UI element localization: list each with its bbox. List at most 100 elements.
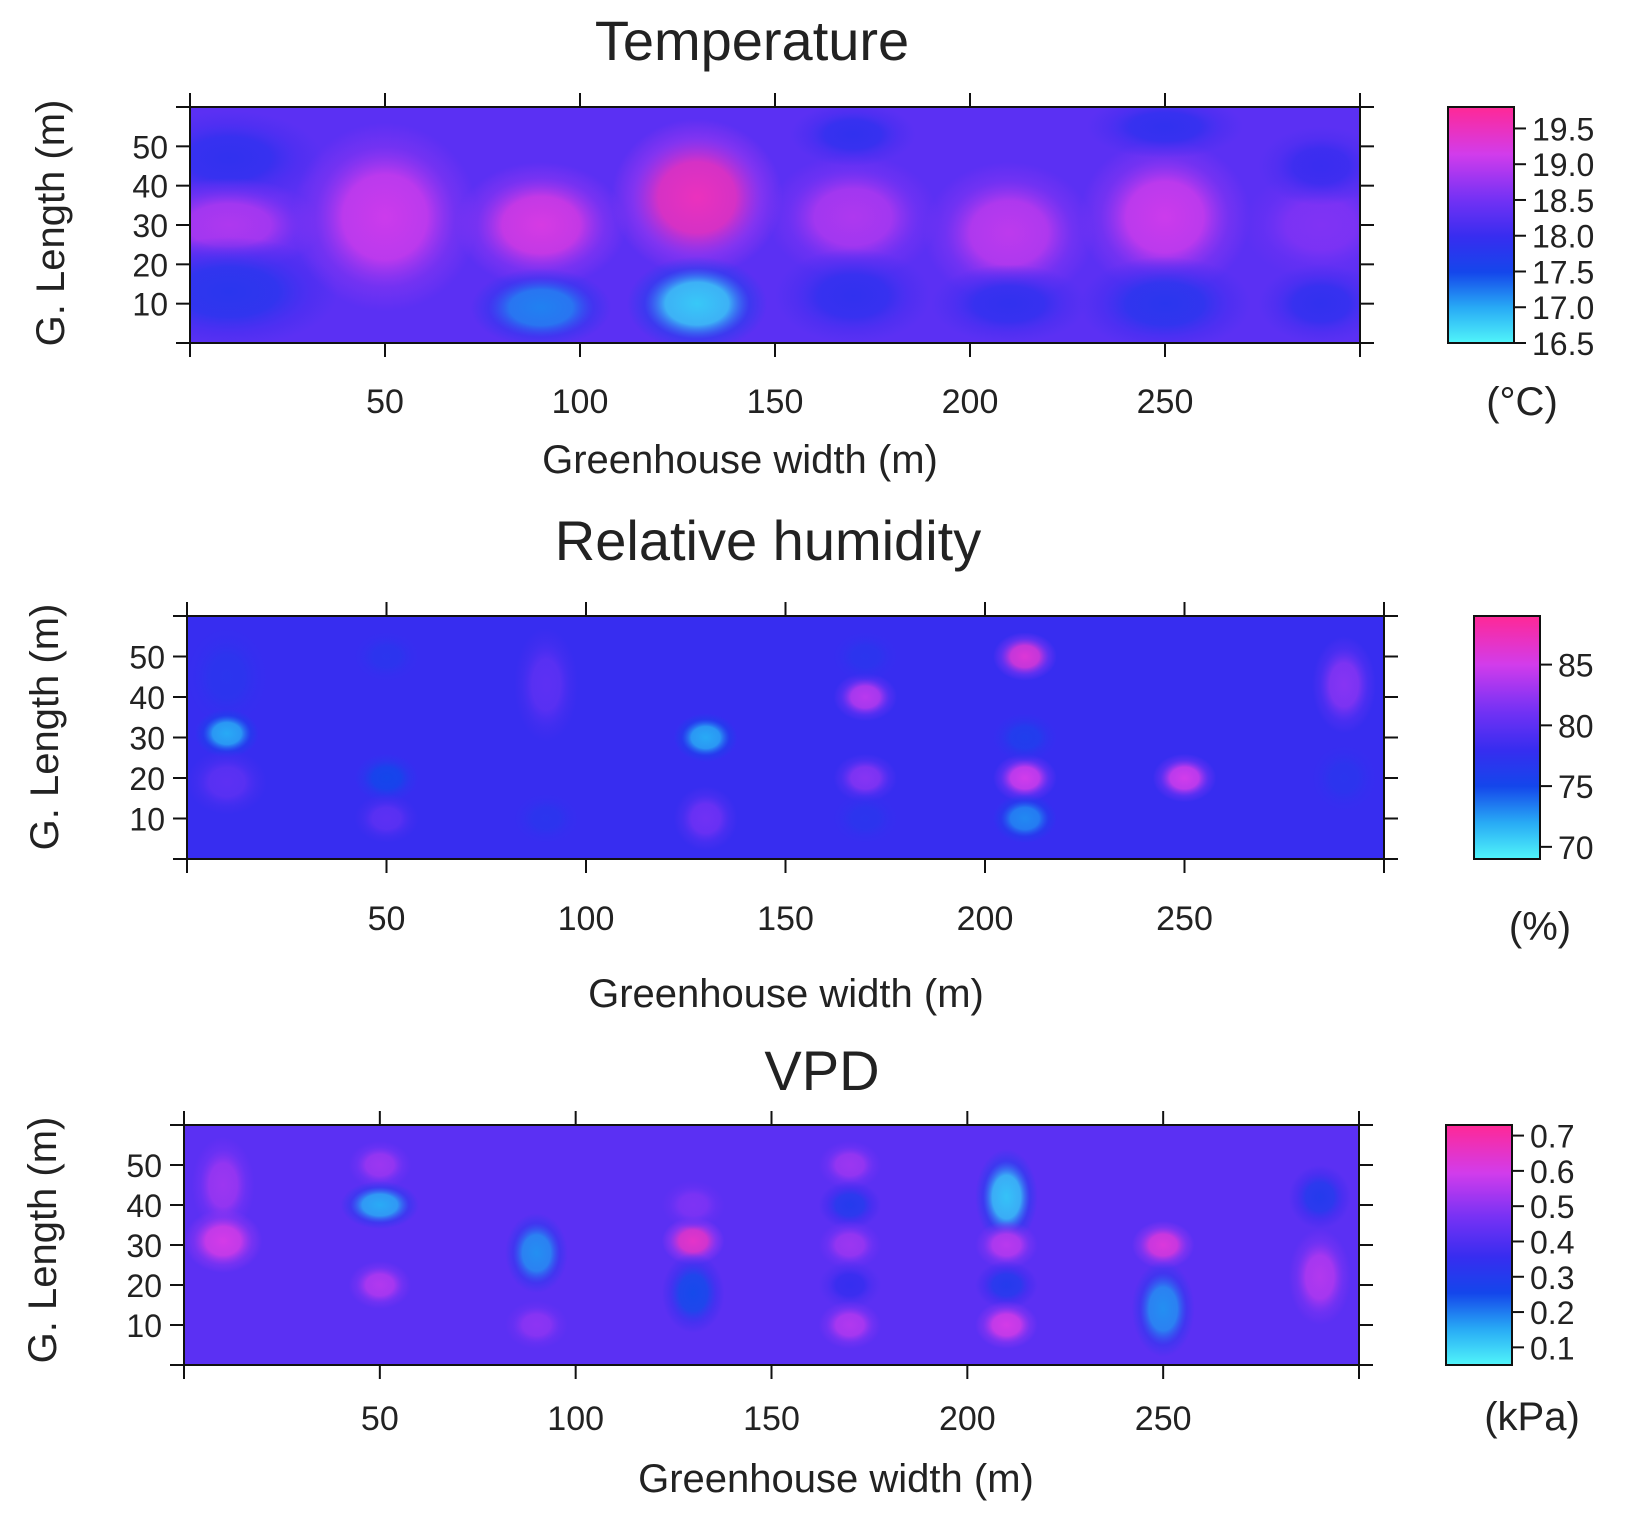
- heatmap-hotspot: [626, 256, 768, 343]
- y-tick-label: 50: [132, 129, 168, 165]
- heatmap-hotspot: [340, 1181, 420, 1229]
- y-axis-label: G. Length (m): [23, 604, 67, 851]
- heatmap-hotspot: [931, 264, 1087, 343]
- heatmap-hotspot: [1079, 256, 1251, 343]
- heatmap-hotspot: [833, 753, 898, 803]
- heatmap-hotspot: [1131, 1221, 1195, 1269]
- heatmap-hotspot: [992, 794, 1057, 843]
- heatmap-hotspot: [1312, 745, 1377, 811]
- y-tick-label: 40: [129, 680, 165, 716]
- colorbar-tick-label: 80: [1558, 708, 1594, 744]
- heatmap-hotspot: [775, 248, 931, 343]
- heatmap-hotspot: [1258, 264, 1360, 343]
- heatmap-hotspot: [505, 1301, 568, 1349]
- x-tick-label: 50: [366, 383, 404, 421]
- colorbar-tick-label: 0.4: [1530, 1224, 1574, 1260]
- colorbar-unit: (%): [1509, 905, 1571, 949]
- heatmap-hotspot: [1258, 126, 1360, 206]
- y-tick-label: 40: [132, 169, 168, 205]
- heatmap-hotspot: [455, 162, 627, 288]
- x-tick-label: 50: [368, 900, 406, 938]
- y-tick-label: 20: [132, 247, 168, 283]
- x-tick-label: 200: [957, 900, 1014, 938]
- y-tick-label: 20: [129, 761, 165, 797]
- x-tick-label: 100: [558, 900, 615, 938]
- heatmap-hotspot: [818, 1221, 882, 1269]
- heatmap-hotspot: [673, 786, 738, 851]
- heatmap-field: [190, 107, 1360, 343]
- panel-2: 50 100 150 200 250 10 20 30 40 50 Relative humidit…: [23, 509, 1594, 1016]
- heatmap-hotspot: [348, 1261, 412, 1309]
- heatmap-hotspot: [790, 107, 916, 166]
- chart-title: Temperature: [595, 9, 909, 72]
- x-tick-label: 250: [1135, 1400, 1192, 1438]
- heatmap-hotspot: [833, 794, 898, 843]
- heatmap-hotspot: [1087, 107, 1243, 159]
- colorbar: [1473, 615, 1541, 860]
- heatmap-hotspot: [505, 1213, 568, 1293]
- heatmap-hotspot: [187, 749, 267, 815]
- colorbar: [1445, 1124, 1513, 1366]
- heatmap-hotspot: [354, 794, 419, 843]
- heatmap-hotspot: [348, 1141, 412, 1189]
- heatmap-hotspot: [661, 1253, 725, 1333]
- heatmap-hotspot: [184, 1209, 263, 1273]
- heatmap-hotspot: [1288, 1229, 1352, 1325]
- heatmap-hotspot: [767, 154, 939, 281]
- heatmap-hotspot: [190, 236, 339, 343]
- y-tick-label: 40: [126, 1188, 162, 1224]
- y-tick-label: 30: [126, 1228, 162, 1264]
- colorbar-tick-label: 17.5: [1532, 254, 1594, 290]
- x-axis-label: Greenhouse width (m): [638, 1457, 1034, 1501]
- heatmap-hotspot: [673, 713, 738, 762]
- y-tick-label: 30: [129, 721, 165, 757]
- heatmap-hotspot: [975, 1301, 1038, 1349]
- heatmap-hotspot: [354, 632, 419, 681]
- x-tick-label: 100: [547, 1400, 604, 1438]
- x-tick-label: 200: [942, 383, 999, 421]
- heatmap-hotspot: [1288, 1165, 1352, 1229]
- y-axis-label: G. Length (m): [21, 1117, 65, 1364]
- panel-3: 50 100 150 200 250 10 20 30 40 50 VPD Greenhouse wi…: [21, 1039, 1580, 1501]
- heatmap-hotspot: [1079, 138, 1251, 296]
- heatmap-hotspot: [833, 632, 898, 681]
- heatmap-hotspot: [514, 628, 579, 742]
- colorbar-tick-label: 0.3: [1530, 1260, 1574, 1296]
- heatmap-hotspot: [611, 118, 783, 277]
- heatmap-hotspot: [975, 1221, 1038, 1269]
- x-tick-label: 250: [1137, 383, 1194, 421]
- y-axis-label: G. Length (m): [29, 100, 73, 347]
- y-tick-label: 10: [126, 1308, 162, 1344]
- y-tick-label: 10: [129, 802, 165, 838]
- y-tick-label: 30: [132, 208, 168, 244]
- colorbar-tick-label: 0.2: [1530, 1295, 1574, 1331]
- heatmap-hotspot: [354, 753, 419, 803]
- heatmap-hotspot: [514, 794, 579, 843]
- colorbar-tick-label: 19.0: [1532, 147, 1594, 183]
- x-tick-label: 200: [939, 1400, 996, 1438]
- heatmap-field: [184, 1137, 1352, 1357]
- heatmap-hotspot: [833, 672, 898, 722]
- heatmap-hotspot: [1131, 1261, 1195, 1357]
- chart-title: VPD: [764, 1039, 879, 1102]
- x-axis-label: Greenhouse width (m): [588, 972, 984, 1016]
- heatmap-hotspot: [661, 1181, 725, 1229]
- heatmap-hotspot: [818, 1301, 882, 1349]
- y-tick-label: 50: [126, 1148, 162, 1184]
- heatmap-hotspot: [194, 709, 259, 758]
- heatmap-hotspot: [291, 122, 479, 312]
- colorbar-tick-label: 0.5: [1530, 1189, 1574, 1225]
- heatmap-hotspot: [818, 1141, 882, 1189]
- colorbar-tick-label: 75: [1558, 769, 1594, 805]
- x-tick-label: 50: [361, 1400, 399, 1438]
- colorbar-tick-label: 19.5: [1532, 111, 1594, 147]
- x-tick-label: 150: [747, 383, 804, 421]
- heatmap-hotspot: [992, 713, 1057, 762]
- x-tick-label: 150: [743, 1400, 800, 1438]
- y-tick-label: 20: [126, 1268, 162, 1304]
- colorbar-tick-label: 18.5: [1532, 183, 1594, 219]
- colorbar-tick-label: 70: [1558, 830, 1594, 866]
- y-tick-label: 10: [132, 287, 168, 323]
- x-axis-label: Greenhouse width (m): [542, 438, 938, 482]
